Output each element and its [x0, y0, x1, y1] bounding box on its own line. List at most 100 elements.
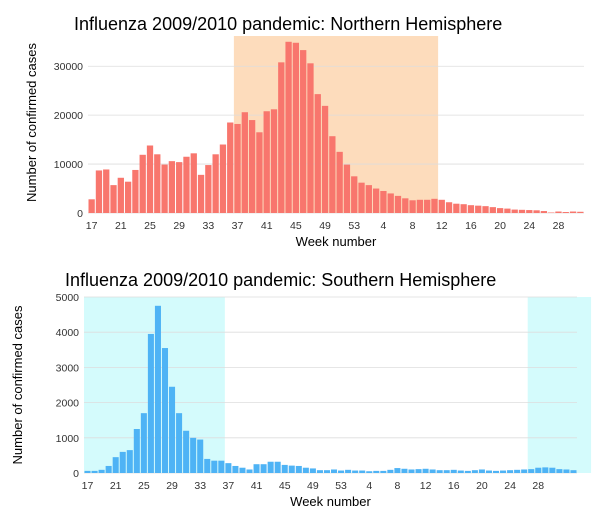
x-axis-title: Week number [290, 494, 371, 509]
bar [401, 468, 408, 473]
bar [274, 461, 281, 473]
bar [110, 185, 117, 213]
y-tick-label: 1000 [56, 433, 80, 445]
bar [345, 469, 352, 473]
x-tick-label: 53 [335, 480, 347, 492]
bar [270, 109, 278, 213]
bar [338, 470, 345, 473]
x-tick-label: 29 [173, 220, 185, 232]
bar [514, 469, 521, 473]
bar [415, 469, 422, 473]
bar [197, 174, 205, 213]
highlight-band-2 [527, 297, 592, 473]
bar [365, 185, 372, 213]
bar [482, 206, 489, 213]
bar [387, 193, 394, 213]
y-tick-label: 5000 [56, 292, 80, 304]
bar [239, 467, 246, 473]
bar [394, 468, 401, 473]
y-tick-label: 2000 [56, 398, 80, 410]
northern-hemisphere-chart: 0 10000 20000 30000 17 21 25 29 33 37 41 45 49 53 4 8 12… [24, 14, 584, 249]
x-tick-label: 17 [82, 480, 94, 492]
bar [161, 348, 169, 473]
bar [292, 42, 300, 213]
bar [445, 202, 453, 213]
bar [103, 169, 110, 213]
bar [183, 430, 190, 473]
bar [168, 161, 176, 213]
bar [511, 209, 518, 213]
bar [533, 210, 540, 213]
bar [234, 123, 241, 213]
bar [562, 212, 569, 213]
bar [218, 460, 225, 473]
x-tick-label: 21 [115, 220, 127, 232]
bar [492, 470, 500, 473]
bar [542, 467, 549, 473]
bar [521, 469, 528, 473]
bar [253, 464, 260, 473]
x-tick-label: 12 [420, 480, 432, 492]
bar [563, 469, 570, 473]
bar [124, 181, 132, 213]
bar [126, 450, 133, 473]
x-tick-label: 29 [166, 480, 178, 492]
bar [183, 156, 190, 213]
bar [373, 470, 380, 473]
x-tick-label: 45 [279, 480, 291, 492]
bar [190, 437, 197, 473]
x-tick-label: 25 [138, 480, 150, 492]
bar [139, 154, 146, 213]
bar [485, 470, 492, 473]
bar [227, 122, 234, 213]
bar [408, 469, 415, 473]
bar [366, 471, 373, 473]
bar [431, 198, 438, 213]
bar [285, 41, 292, 213]
bar [450, 469, 457, 473]
x-tick-label: 24 [523, 220, 535, 232]
bar [496, 208, 504, 213]
bar [555, 211, 562, 213]
bar [329, 136, 336, 213]
bar [436, 470, 443, 473]
bar [117, 177, 124, 213]
bar [112, 457, 119, 473]
bar [549, 467, 556, 473]
y-tick-label: 10000 [54, 159, 83, 171]
bar [507, 470, 514, 473]
bar [205, 165, 212, 213]
bar [540, 211, 548, 213]
x-tick-label: 8 [394, 480, 400, 492]
y-tick-label: 4000 [56, 327, 80, 339]
x-tick-label: 28 [532, 480, 544, 492]
bar [380, 190, 387, 213]
bar [424, 199, 431, 213]
x-tick-label: 53 [348, 220, 360, 232]
bar [402, 198, 409, 213]
bar [133, 429, 140, 473]
bar [518, 209, 526, 213]
bar [343, 164, 351, 213]
southern-hemisphere-chart: 0 1000 2000 3000 4000 5000 17 21 25 29 33 37 41 45 49 5… [10, 270, 592, 509]
bar [225, 463, 232, 473]
bar [246, 469, 253, 473]
bar [526, 210, 533, 213]
bar [475, 205, 482, 213]
bar [190, 153, 197, 213]
x-tick-label: 12 [436, 220, 448, 232]
bar [467, 205, 475, 213]
x-tick-label: 20 [494, 220, 506, 232]
bar [321, 105, 329, 213]
x-tick-label: 21 [110, 480, 122, 492]
x-tick-label: 17 [86, 220, 98, 232]
bar [267, 461, 274, 473]
bar [300, 50, 307, 213]
bar [260, 464, 267, 473]
bar [98, 469, 105, 473]
bar [577, 211, 584, 213]
x-tick-label: 37 [232, 220, 244, 232]
bar [323, 470, 330, 473]
x-tick-label: 41 [251, 480, 263, 492]
bar [422, 468, 429, 473]
